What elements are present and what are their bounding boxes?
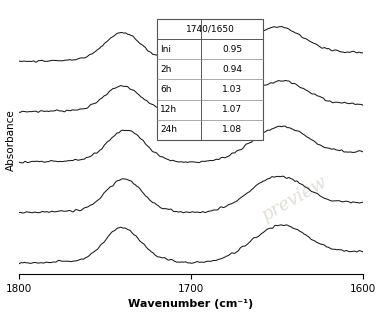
Text: Ini: Ini [160,45,171,54]
Text: 0.95: 0.95 [222,45,243,54]
FancyBboxPatch shape [157,19,263,140]
Text: 1.07: 1.07 [222,105,243,114]
Text: 0.94: 0.94 [222,65,242,74]
Text: 12h: 12h [160,105,177,114]
Y-axis label: Absorbance: Absorbance [6,109,16,171]
Text: preview: preview [259,173,330,225]
Text: 6h: 6h [160,85,172,94]
Text: 1.03: 1.03 [222,85,243,94]
Text: 1740/1650: 1740/1650 [186,25,235,34]
Text: 24h: 24h [160,125,177,134]
Text: 2h: 2h [160,65,172,74]
X-axis label: Wavenumber (cm⁻¹): Wavenumber (cm⁻¹) [128,300,254,309]
Text: 1.08: 1.08 [222,125,243,134]
